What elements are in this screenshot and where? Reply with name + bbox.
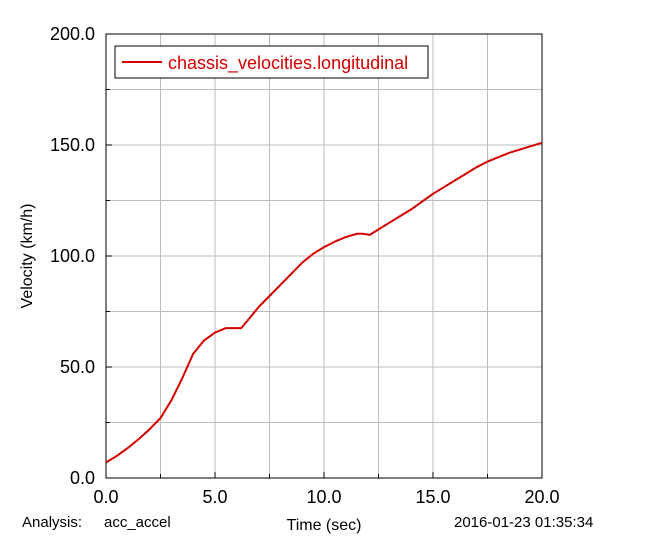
axis-ticks <box>105 33 543 479</box>
y-tick-label: 0.0 <box>70 468 95 488</box>
x-tick-label: 15.0 <box>415 487 450 507</box>
series-line <box>105 141 543 464</box>
timestamp: 2016-01-23 01:35:34 <box>454 514 594 531</box>
y-tick-label: 200.0 <box>50 24 95 44</box>
legend: chassis_velocities.longitudinal <box>114 45 429 79</box>
analysis-label: Analysis: <box>22 514 83 531</box>
y-tick-label: 100.0 <box>50 246 95 266</box>
grid-lines <box>106 34 542 478</box>
x-tick-label: 20.0 <box>524 487 559 507</box>
y-tick-label: 50.0 <box>60 357 95 377</box>
series-group <box>105 141 543 464</box>
x-tick-label: 10.0 <box>306 487 341 507</box>
x-tick-label: 5.0 <box>202 487 227 507</box>
analysis-name: acc_accel <box>104 514 171 531</box>
y-tick-labels: 0.0 50.0 100.0 150.0 200.0 <box>50 24 95 488</box>
y-axis-label: Velocity (km/h) <box>19 204 36 309</box>
x-tick-label: 0.0 <box>93 487 118 507</box>
x-tick-labels: 0.0 5.0 10.0 15.0 20.0 <box>93 487 559 507</box>
x-axis-label: Time (sec) <box>287 517 362 534</box>
y-tick-label: 150.0 <box>50 135 95 155</box>
legend-box <box>114 45 429 79</box>
legend-label: chassis_velocities.longitudinal <box>168 53 408 74</box>
